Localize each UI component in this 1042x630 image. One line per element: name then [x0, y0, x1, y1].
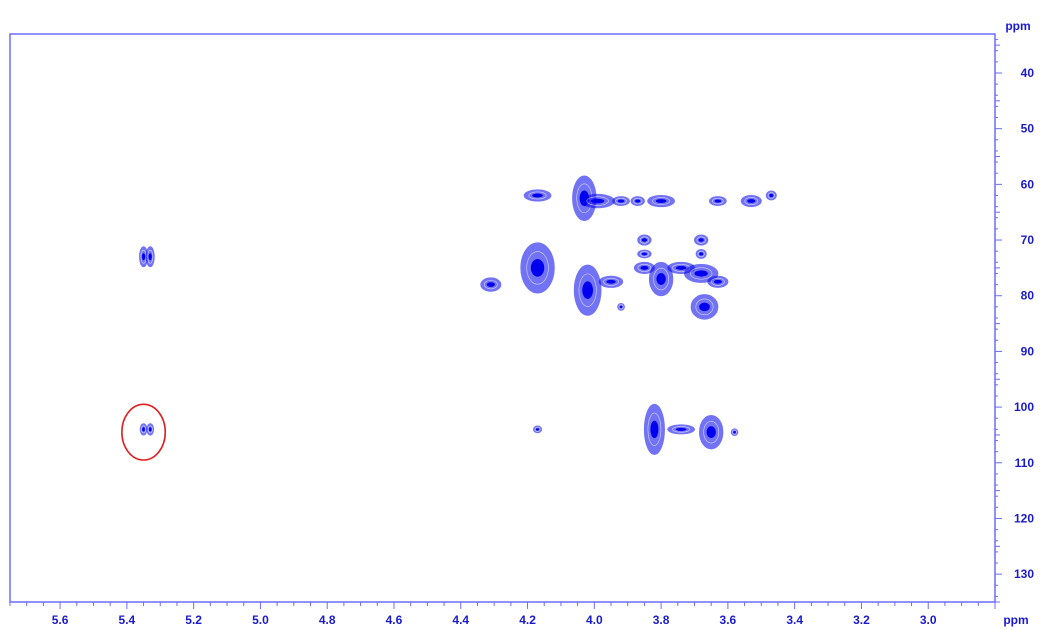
peak [617, 303, 625, 311]
peak [637, 249, 652, 259]
y-tick-label: 110 [1015, 456, 1035, 470]
peak [523, 189, 552, 202]
peak [480, 277, 502, 292]
plot-border [9, 33, 996, 603]
peak [730, 428, 739, 436]
x-tick-label: 3.0 [920, 613, 937, 627]
peak [647, 194, 675, 208]
x-tick-label: 5.2 [185, 613, 202, 627]
peak [145, 246, 155, 268]
peak [667, 424, 695, 435]
x-axis: 5.6 5.4 5.2 5.0 4.8 4.6 4.4 4.2 4.0 3.8 3.6 3.4 3.2 3… [9, 602, 996, 627]
y-tick-label: 80 [1021, 289, 1035, 303]
peak [683, 264, 719, 283]
peak [648, 261, 674, 297]
y-tick-label: 70 [1021, 233, 1035, 247]
y-tick-label: 60 [1021, 177, 1035, 191]
peak [598, 275, 624, 288]
x-tick-label: 3.6 [720, 613, 737, 627]
peak [707, 275, 729, 288]
y-tick-label: 50 [1021, 122, 1035, 136]
x-tick-label: 4.0 [586, 613, 603, 627]
x-tick-label: 4.8 [319, 613, 336, 627]
y-axis-label: ppm [1005, 19, 1030, 33]
y-tick-label: 40 [1021, 66, 1035, 80]
y-tick-label: 90 [1021, 344, 1035, 358]
peak [740, 194, 762, 208]
peak [637, 234, 652, 246]
peak [612, 196, 630, 207]
y-tick-label: 120 [1014, 511, 1034, 525]
peak [580, 193, 615, 209]
peak [643, 403, 665, 455]
x-tick-label: 4.2 [519, 613, 536, 627]
x-tick-label: 3.8 [653, 613, 670, 627]
x-tick-label: 4.6 [386, 613, 403, 627]
x-tick-label: 3.4 [786, 613, 803, 627]
annotation-layer [121, 403, 167, 461]
x-tick-label: 3.2 [853, 613, 870, 627]
peak [693, 234, 709, 246]
peak [699, 414, 724, 450]
x-tick-label: 5.0 [252, 613, 269, 627]
y-tick-label: 130 [1014, 567, 1034, 581]
peak [139, 423, 148, 436]
highlight-ellipse [121, 403, 167, 461]
peak [709, 196, 727, 207]
plot-frame [9, 33, 996, 603]
x-tick-label: 4.4 [452, 613, 469, 627]
peak [690, 294, 719, 320]
peak [695, 249, 707, 259]
peaks-layer [139, 175, 777, 455]
peak [533, 425, 543, 434]
x-tick-label: 5.4 [119, 613, 136, 627]
x-axis-label: ppm [1003, 613, 1028, 627]
y-tick-label: 100 [1014, 400, 1034, 414]
peak [630, 196, 645, 207]
x-tick-label: 5.6 [52, 613, 69, 627]
y-axis: 40 50 60 70 80 90 100 110 120 130 [995, 39, 1035, 603]
peak [573, 264, 602, 316]
peak [520, 242, 555, 294]
peak [765, 190, 777, 201]
peak [146, 423, 155, 436]
